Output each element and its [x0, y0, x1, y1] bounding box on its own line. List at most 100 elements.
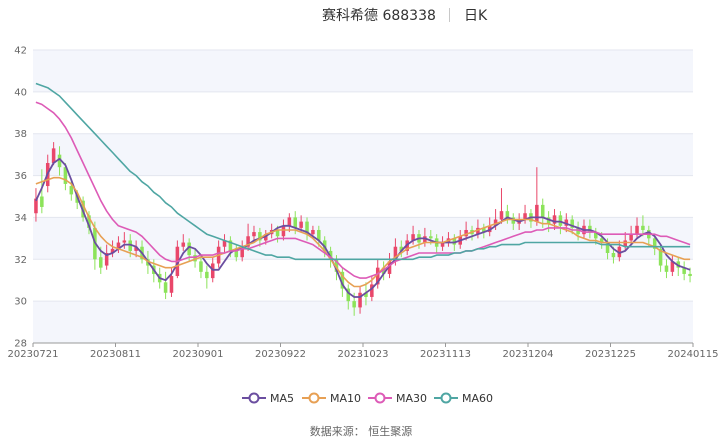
grid-lines [33, 49, 693, 344]
legend-item-ma60[interactable]: MA60 [434, 389, 493, 407]
legend-item-ma5[interactable]: MA5 [242, 389, 294, 407]
candle-body [535, 204, 539, 222]
y-tick-label: 28 [14, 339, 27, 350]
candle-body [588, 225, 592, 233]
candle-body [570, 219, 574, 228]
y-tick-label: 32 [14, 255, 27, 266]
x-tick-label: 20231023 [338, 349, 389, 360]
period-label[interactable]: 日K [464, 8, 488, 24]
candle-body [311, 229, 315, 235]
candle-body [393, 246, 398, 262]
candle-body [193, 255, 197, 262]
candle-body [558, 215, 563, 226]
candle-body [499, 211, 504, 220]
candle-body [670, 261, 675, 272]
x-tick-label: 20231204 [503, 349, 554, 360]
ma60-line [35, 82, 691, 261]
candle-body [511, 217, 516, 224]
candle-body [199, 261, 203, 272]
legend-item-ma10[interactable]: MA10 [302, 389, 361, 407]
candle-body [482, 227, 486, 233]
y-tick-label: 34 [14, 213, 27, 224]
x-tick-label: 20231225 [585, 349, 636, 360]
candle-body [87, 215, 91, 228]
x-tick-label: 20240115 [668, 349, 719, 360]
candle-body [258, 232, 262, 241]
candle-body [128, 240, 132, 251]
candle-body [293, 217, 297, 228]
y-tick-label: 38 [14, 129, 27, 140]
candle-body [658, 248, 663, 266]
candle-body [275, 229, 280, 237]
candle-body [452, 238, 457, 245]
data-source-note: 数据来源： 恒生聚源 [309, 425, 413, 438]
candle-body [540, 204, 545, 218]
x-tick-label: 20230811 [90, 349, 141, 360]
x-tick-label: 20230721 [8, 349, 59, 360]
ma10-legend-icon [302, 392, 326, 404]
y-tick-label: 40 [14, 87, 27, 98]
candle-body [429, 236, 433, 239]
candle-body [40, 196, 44, 207]
candle-body [552, 215, 557, 224]
candle-body [240, 246, 244, 258]
x-tick-label: 20231113 [420, 349, 471, 360]
candle-body [228, 240, 233, 251]
candle-body [381, 267, 386, 274]
y-axis: 28 30 32 34 36 38 40 42 [14, 46, 27, 350]
legend-label-ma10: MA10 [330, 391, 362, 405]
candle-body [576, 227, 580, 235]
candle-body [328, 250, 333, 260]
legend: MA5 MA10 MA30 MA60 [0, 389, 722, 407]
candle-body [375, 267, 380, 285]
candle-body [51, 148, 56, 164]
candle-body [252, 232, 256, 237]
ma60-legend-icon [434, 392, 458, 404]
moving-average-lines [35, 82, 691, 298]
candle-body [163, 282, 168, 293]
legend-label-ma30: MA30 [396, 391, 428, 405]
candle-body [305, 221, 309, 235]
candle-body [63, 167, 68, 184]
x-tick-label: 20230922 [255, 349, 306, 360]
ma30-legend-icon [368, 392, 392, 404]
y-tick-label: 36 [14, 171, 27, 182]
legend-label-ma60: MA60 [462, 391, 494, 405]
candle-body [181, 242, 186, 247]
legend-label-ma5: MA5 [270, 391, 295, 405]
candle-body [334, 259, 339, 272]
background-band [33, 50, 693, 92]
legend-item-ma30[interactable]: MA30 [368, 389, 427, 407]
background-band [33, 133, 693, 176]
candle-body [246, 236, 250, 247]
candle-body [264, 234, 268, 241]
candle-body [34, 198, 38, 214]
candle-body [69, 186, 74, 195]
candle-body [364, 292, 368, 297]
chart-header: 赛科希德 688338 日K [0, 5, 722, 25]
ma10-line [35, 176, 691, 288]
candle-body [682, 267, 686, 274]
candle-body [523, 213, 527, 220]
candle-body [664, 265, 669, 272]
candle-body [594, 232, 598, 239]
candle-body [440, 242, 445, 247]
candle-body [623, 240, 627, 247]
candle-body [476, 227, 480, 235]
candle-body [564, 219, 569, 226]
candle-body [116, 242, 121, 249]
ma5-line [35, 157, 691, 298]
title-separator [449, 8, 450, 22]
candle-body [358, 292, 362, 308]
candle-body [99, 257, 103, 268]
candle-body [287, 217, 292, 226]
candle-body [122, 240, 127, 243]
candle-body [370, 284, 374, 297]
candle-body [187, 242, 191, 256]
candle-body [493, 219, 498, 226]
x-tick-label: 20230901 [173, 349, 224, 360]
candle-body [652, 238, 657, 249]
candle-body [299, 221, 303, 228]
